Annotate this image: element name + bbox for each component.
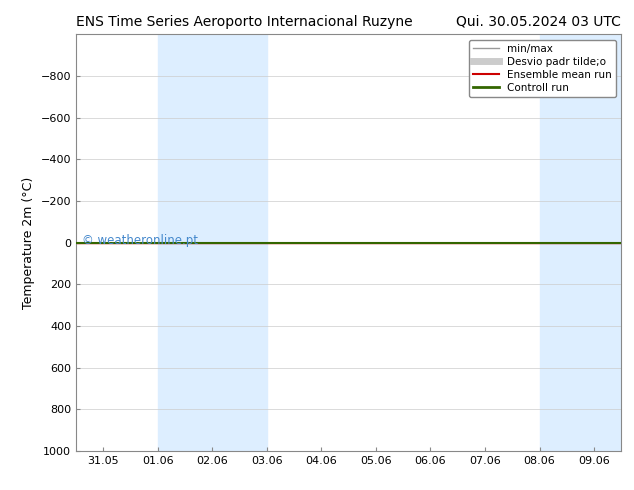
- Text: © weatheronline.pt: © weatheronline.pt: [82, 234, 198, 247]
- Text: ENS Time Series Aeroporto Internacional Ruzyne: ENS Time Series Aeroporto Internacional …: [76, 15, 413, 29]
- Bar: [540, 34, 634, 451]
- Text: Qui. 30.05.2024 03 UTC: Qui. 30.05.2024 03 UTC: [456, 15, 621, 29]
- Y-axis label: Temperature 2m (°C): Temperature 2m (°C): [22, 176, 35, 309]
- Legend: min/max, Desvio padr tilde;o, Ensemble mean run, Controll run: min/max, Desvio padr tilde;o, Ensemble m…: [469, 40, 616, 97]
- Bar: [158, 34, 267, 451]
